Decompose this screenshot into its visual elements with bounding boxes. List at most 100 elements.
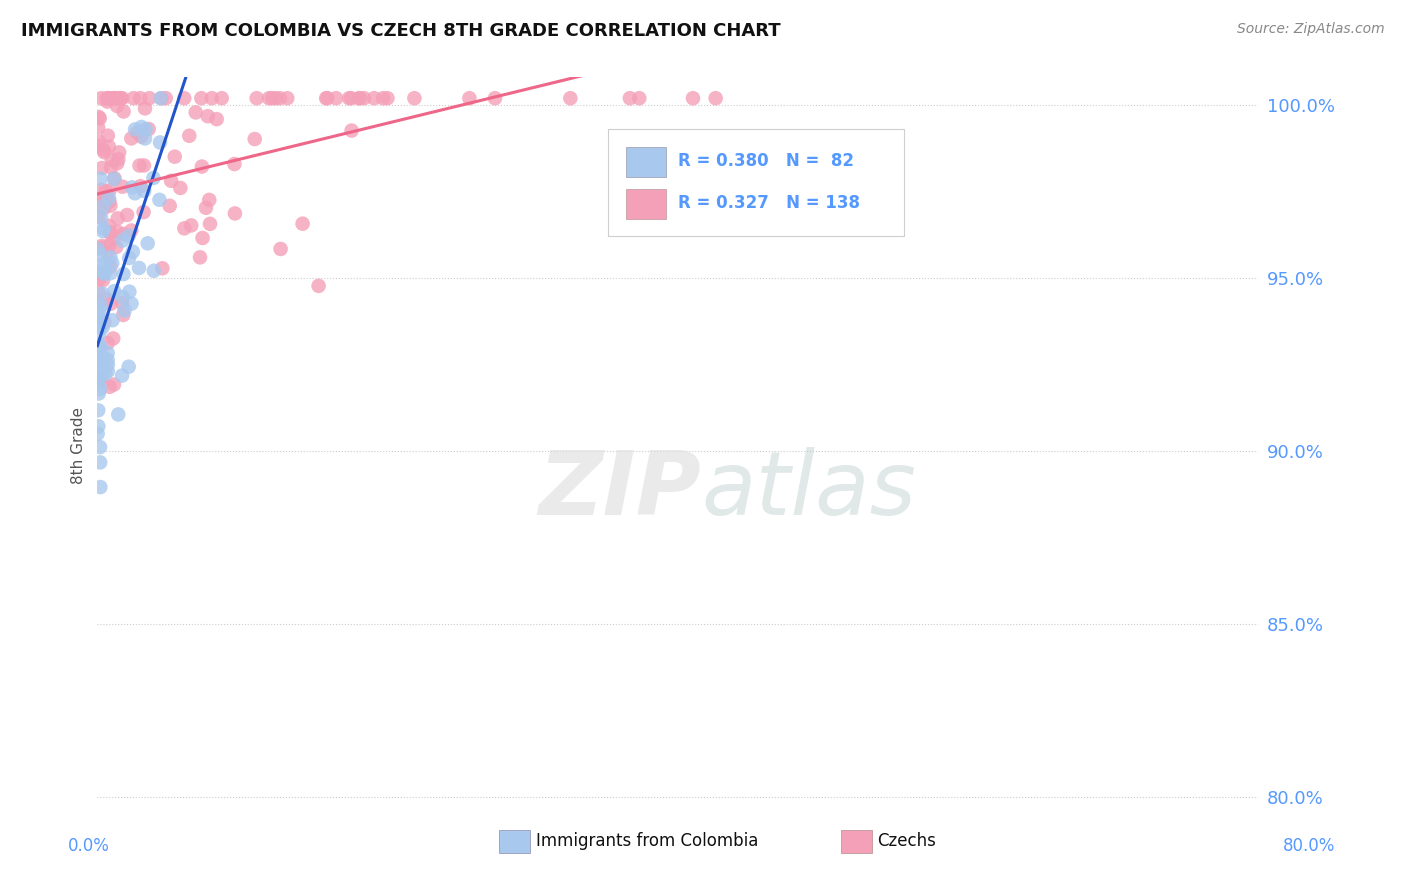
Point [97, 364, 120, 378]
Point [125, 126, 148, 140]
Point [349, 91, 371, 105]
Point [104, 91, 127, 105]
Point [619, 91, 641, 105]
Point [103, 91, 125, 105]
Point [628, 91, 651, 105]
Point [91, 161, 114, 175]
Point [97, 346, 120, 360]
Point [120, 131, 142, 145]
Point [87, 339, 110, 353]
Point [89, 317, 111, 331]
Point [118, 285, 141, 299]
Point [98, 260, 121, 274]
Point [89, 112, 111, 126]
Point [89, 319, 111, 334]
Point [98, 191, 121, 205]
Point [148, 193, 170, 207]
Point [184, 105, 207, 120]
Point [325, 91, 347, 105]
Point [191, 160, 214, 174]
Point [103, 231, 125, 245]
Point [104, 91, 127, 105]
Point [276, 91, 298, 105]
Y-axis label: 8th Grade: 8th Grade [72, 408, 86, 484]
Point [89, 319, 111, 334]
Point [114, 303, 136, 318]
Point [107, 153, 129, 167]
Point [101, 313, 124, 327]
Point [560, 91, 582, 105]
Point [103, 91, 125, 105]
Point [93, 143, 115, 157]
Point [89, 382, 111, 396]
Point [105, 240, 128, 254]
Point [107, 211, 129, 226]
Point [89, 455, 111, 469]
Point [111, 91, 134, 105]
Text: Source: ZipAtlas.com: Source: ZipAtlas.com [1237, 22, 1385, 37]
Point [112, 308, 135, 322]
FancyBboxPatch shape [626, 189, 666, 219]
Point [121, 180, 143, 194]
Point [363, 91, 385, 105]
Point [134, 101, 156, 115]
Point [96, 95, 118, 109]
Point [160, 174, 183, 188]
Point [124, 122, 146, 136]
Point [458, 91, 481, 105]
Point [120, 223, 142, 237]
Point [87, 285, 110, 300]
Point [201, 91, 224, 105]
Point [90, 183, 112, 197]
Point [91, 273, 114, 287]
Text: R = 0.327   N = 138: R = 0.327 N = 138 [678, 194, 860, 211]
Point [198, 193, 221, 207]
Point [87, 120, 110, 135]
Point [111, 234, 134, 248]
Point [98, 194, 121, 209]
Point [103, 377, 125, 392]
Point [353, 91, 375, 105]
Point [90, 349, 112, 363]
Point [224, 206, 246, 220]
Point [188, 250, 211, 264]
Point [87, 386, 110, 401]
Point [111, 290, 134, 304]
Point [87, 210, 110, 224]
Point [91, 320, 114, 334]
Point [136, 236, 159, 251]
Point [86, 301, 108, 315]
Point [257, 91, 280, 105]
Point [97, 353, 120, 368]
Point [118, 228, 141, 243]
Point [103, 171, 125, 186]
Point [89, 346, 111, 360]
Point [269, 91, 291, 105]
Point [103, 331, 125, 345]
Point [173, 91, 195, 105]
Point [89, 248, 111, 262]
Point [194, 201, 217, 215]
Point [90, 372, 112, 386]
Point [111, 179, 134, 194]
Point [86, 306, 108, 320]
Point [97, 245, 120, 260]
Point [98, 266, 121, 280]
Point [90, 211, 112, 225]
Point [180, 219, 202, 233]
Point [211, 91, 233, 105]
Point [129, 179, 152, 194]
Point [262, 91, 284, 105]
Point [337, 91, 360, 105]
Point [98, 380, 121, 394]
Point [90, 241, 112, 255]
Point [118, 251, 141, 265]
Point [149, 136, 172, 150]
Point [308, 279, 330, 293]
Point [149, 91, 172, 105]
FancyBboxPatch shape [626, 147, 666, 177]
Point [124, 186, 146, 201]
Point [128, 159, 150, 173]
Point [179, 128, 201, 143]
Point [96, 293, 118, 307]
